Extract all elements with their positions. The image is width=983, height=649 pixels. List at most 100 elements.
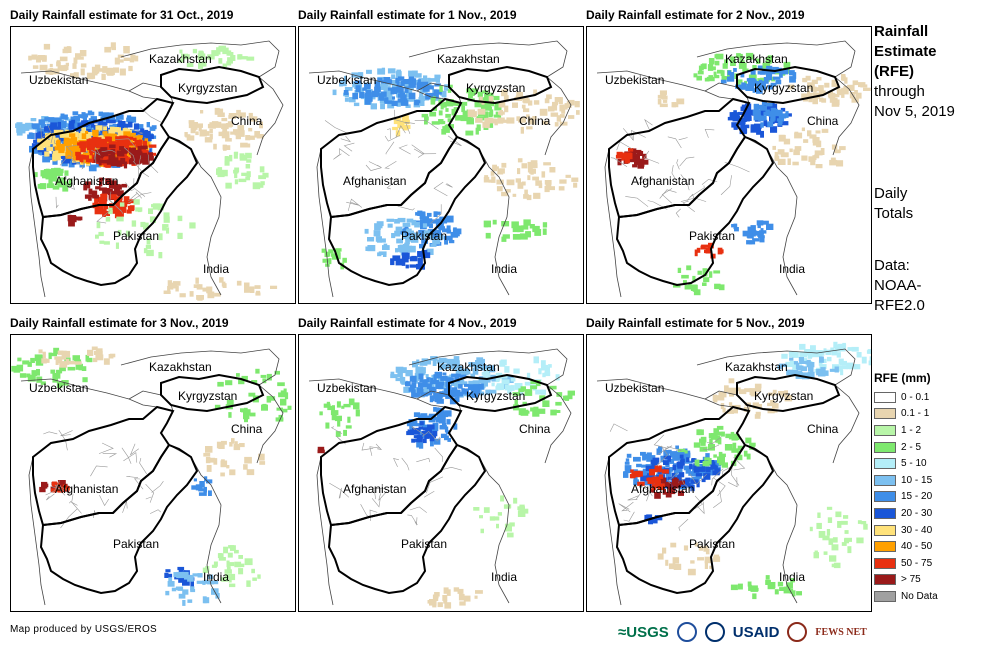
usaid-logo: USAID [732, 623, 780, 641]
rainfall-pixel [45, 133, 51, 139]
rainfall-pixel [40, 381, 46, 385]
rainfall-pixel [685, 460, 693, 464]
rainfall-pixel [65, 62, 69, 67]
rainfall-pixel [524, 381, 531, 386]
rainfall-pixel [428, 434, 436, 439]
rainfall-pixel [429, 232, 433, 239]
rainfall-pixel [419, 384, 424, 390]
legend-item: 30 - 40 [874, 522, 979, 539]
border-line [256, 76, 284, 156]
rainfall-pixel [108, 207, 113, 215]
rainfall-pixel [383, 86, 391, 93]
rainfall-pixel [549, 167, 556, 173]
rainfall-pixel [193, 478, 197, 482]
rainfall-pixel [198, 126, 202, 132]
rainfall-pixel [217, 112, 225, 117]
rainfall-pixel [412, 361, 418, 368]
map-panel-nov3: Daily Rainfall estimate for 3 Nov., 2019… [10, 316, 298, 616]
rainfall-pixel [513, 497, 518, 504]
rainfall-pixel [522, 401, 527, 406]
rainfall-pixel [134, 55, 139, 62]
rainfall-pixel [824, 82, 830, 88]
rainfall-pixel [435, 383, 444, 389]
text-line: RFE2.0 [874, 297, 925, 314]
rainfall-pixel [501, 379, 510, 385]
rainfall-pixel [798, 357, 804, 362]
rainfall-pixel [72, 63, 77, 69]
rainfall-pixel [517, 510, 526, 517]
rainfall-pixel [495, 111, 500, 115]
rainfall-pixel [146, 156, 154, 161]
rainfall-pixel [81, 133, 87, 140]
rainfall-pixel [640, 475, 647, 482]
rainfall-pixel [421, 358, 429, 362]
rainfall-pixel [17, 357, 22, 362]
rainfall-pixel [737, 445, 743, 451]
rainfall-pixel [722, 63, 728, 69]
legend-label: > 75 [901, 574, 921, 586]
rainfall-pixel [229, 583, 236, 588]
rainfall-pixel [841, 74, 846, 81]
map-svg: KazakhstanUzbekistanKyrgyzstanChinaAfgha… [11, 346, 292, 606]
rainfall-pixel [687, 568, 696, 576]
rainfall-pixel [442, 228, 449, 233]
rainfall-pixel [439, 364, 445, 370]
rainfall-pixel [244, 456, 252, 464]
rainfall-pixel [420, 101, 425, 106]
rainfall-pixel [446, 430, 451, 435]
map-panel-oct31: Daily Rainfall estimate for 31 Oct., 201… [10, 8, 298, 308]
rainfall-pixel [422, 427, 431, 431]
country-label-afghanistan: Afghanistan [631, 174, 694, 188]
rainfall-pixel [104, 145, 112, 150]
rainfall-pixel [404, 86, 409, 93]
rainfall-pixel [795, 362, 800, 370]
rainfall-pixel [191, 485, 199, 490]
rainfall-pixel [758, 232, 763, 236]
province-line [71, 151, 81, 165]
rainfall-pixel [387, 223, 393, 228]
country-label-kyrgyzstan: Kyrgyzstan [754, 389, 813, 403]
rainfall-pixel [419, 91, 423, 98]
province-line [676, 159, 680, 170]
rainfall-pixel [697, 270, 702, 275]
rainfall-pixel [328, 258, 332, 265]
rainfall-pixel [29, 145, 33, 153]
rainfall-pixel [494, 105, 502, 111]
rainfall-pixel [420, 413, 428, 417]
text-line: Daily [874, 185, 908, 202]
rainfall-pixel [37, 138, 42, 143]
rainfall-pixel [693, 463, 700, 471]
rainfall-pixel [470, 373, 475, 378]
rainfall-pixel [364, 83, 371, 90]
rainfall-pixel [819, 90, 826, 96]
rainfall-pixel [250, 116, 258, 122]
rainfall-pixel [332, 89, 337, 96]
legend-label: 40 - 50 [901, 541, 933, 553]
rainfall-pixel [115, 201, 119, 207]
rainfall-pixel [42, 155, 50, 163]
rainfall-pixel [724, 385, 729, 393]
focus-borders [608, 65, 841, 287]
province-line [659, 189, 677, 199]
rainfall-pixel [852, 80, 859, 86]
rainfall-pixel [731, 448, 739, 453]
province-line [733, 457, 746, 471]
rainfall-pixel [51, 481, 57, 487]
rainfall-pixel [96, 222, 101, 229]
rainfall-pixel [137, 137, 142, 141]
rainfall-pixel [483, 111, 489, 119]
rainfall-pixel [789, 70, 795, 76]
rainfall-pixel [110, 159, 119, 167]
rainfall-pixel [474, 595, 478, 599]
legend-swatch [874, 524, 896, 536]
rainfall-pixel [408, 92, 416, 100]
rainfall-pixel [259, 461, 266, 465]
rainfall-pixel [766, 104, 774, 110]
rainfall-pixel [94, 207, 103, 215]
rainfall-pixel [126, 117, 133, 123]
rainfall-pixel [409, 245, 416, 253]
rainfall-pixel [165, 590, 170, 596]
rainfall-pixel [705, 548, 710, 555]
rainfall-pixel [479, 96, 483, 104]
rainfall-pixel [677, 267, 682, 273]
